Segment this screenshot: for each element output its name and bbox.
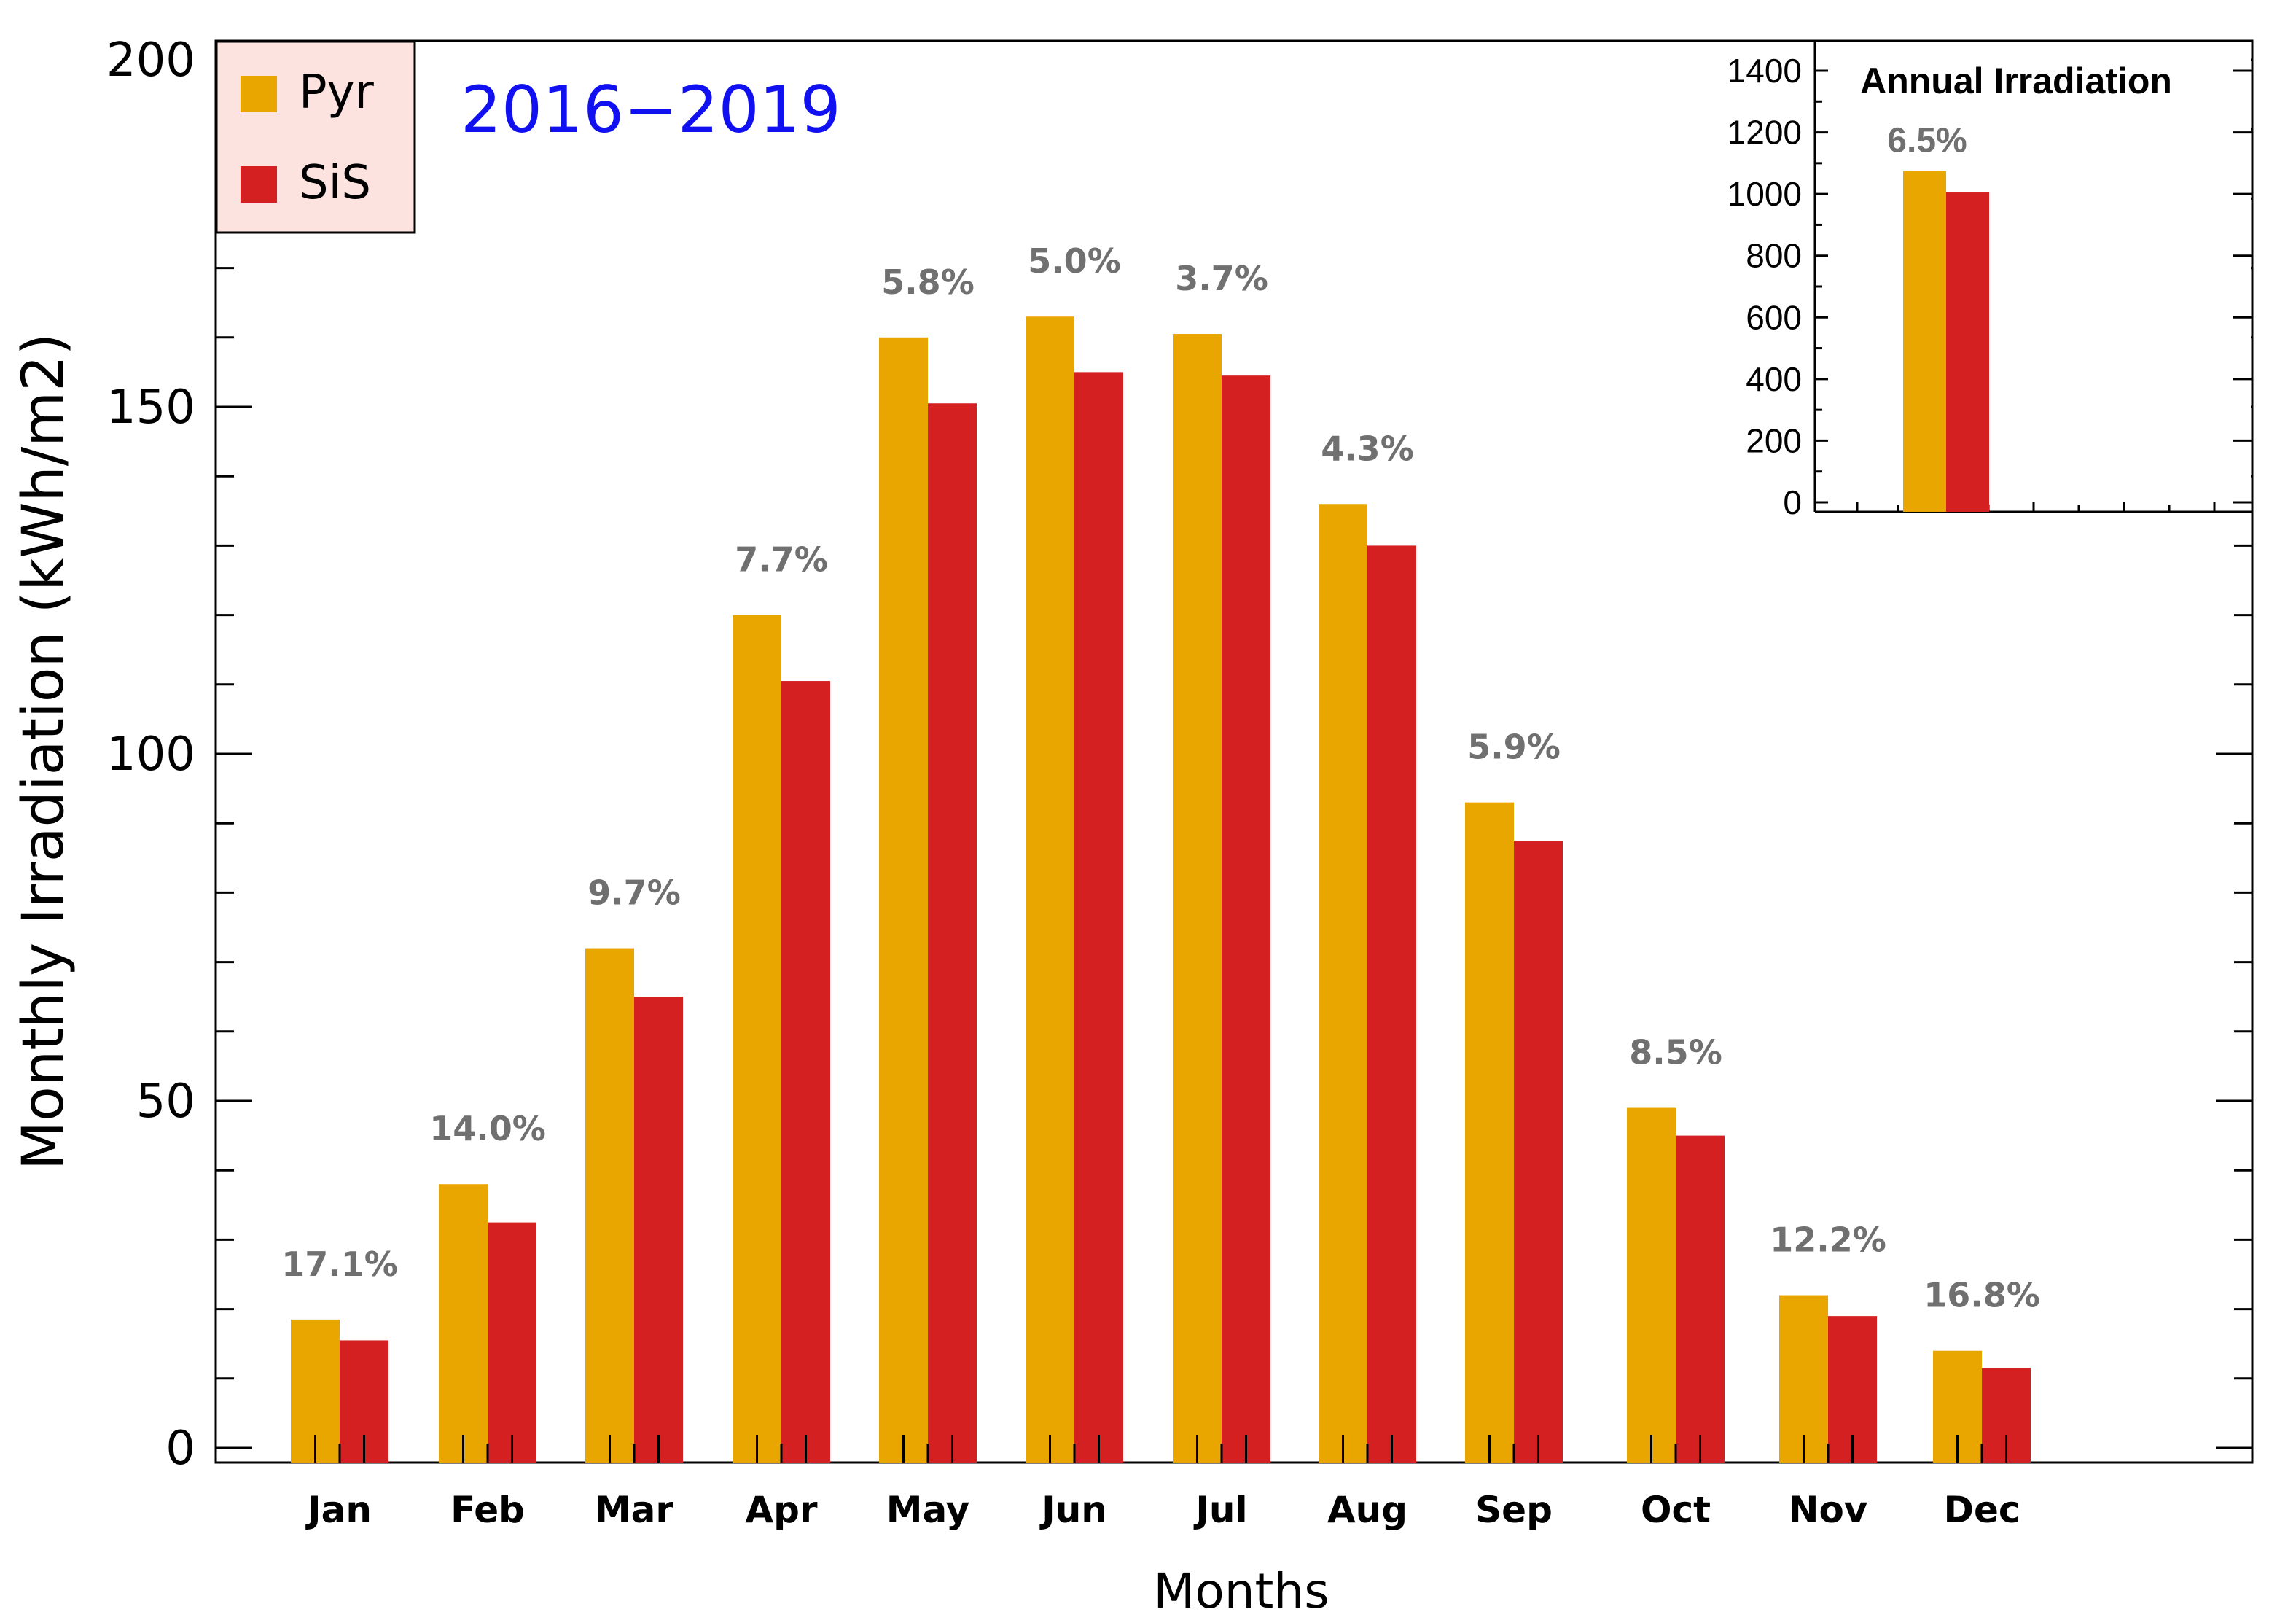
bar-sis-oct — [1676, 1135, 1725, 1463]
inset-y-tick-label: 0 — [1783, 483, 1802, 521]
month-label: Apr — [745, 1489, 817, 1531]
bar-pyr-jun — [1026, 316, 1074, 1463]
bar-pyr-nov — [1779, 1295, 1828, 1463]
month-tick-labels: Jan Feb Mar Apr May Jun Jul Aug Sep Oct Nov Dec — [305, 1489, 2020, 1531]
inset-y-tick-label: 800 — [1746, 237, 1802, 275]
bar-sis-aug — [1367, 545, 1416, 1463]
inset-y-tick-label: 1000 — [1727, 175, 1802, 213]
bar-sis-feb — [488, 1222, 536, 1463]
legend-swatch-sis — [241, 166, 277, 203]
inset-y-tick-label: 1400 — [1727, 52, 1802, 90]
bar-sis-apr — [781, 681, 830, 1463]
inset-y-tick-labels: 0 200 400 600 800 1000 1200 1400 — [1727, 52, 1802, 521]
month-label: Sep — [1475, 1489, 1553, 1531]
percent-label: 14.0% — [429, 1109, 546, 1148]
percent-annotations: 17.1% 14.0% 9.7% 7.7% 5.8% 5.0% 3.7% 4.3% 5.9% 8.… — [281, 241, 2040, 1315]
y-tick-label: 200 — [106, 34, 195, 87]
inset-background — [1815, 42, 2251, 511]
y-tick-label: 0 — [165, 1422, 195, 1476]
month-label: Aug — [1327, 1489, 1407, 1531]
inset-bar-pyr — [1903, 171, 1946, 512]
x-axis-title: Months — [1153, 1563, 1329, 1619]
inset-percent-annotation: 6.5% — [1887, 121, 1967, 160]
percent-label: 5.9% — [1467, 728, 1561, 767]
inset-bar-sis — [1946, 192, 1989, 512]
percent-label: 8.5% — [1629, 1033, 1722, 1072]
percent-label: 12.2% — [1770, 1220, 1886, 1260]
percent-label: 17.1% — [281, 1245, 398, 1284]
bar-sis-jun — [1074, 372, 1123, 1463]
month-label: Feb — [450, 1489, 525, 1531]
percent-label: 16.8% — [1924, 1276, 2040, 1315]
month-label: Dec — [1943, 1489, 2020, 1531]
inset-y-tick-label: 200 — [1746, 421, 1802, 459]
inset-axis-ticks — [1815, 69, 2252, 512]
month-label: Jun — [1039, 1489, 1107, 1531]
month-label: Oct — [1641, 1489, 1711, 1531]
legend-label-pyr: Pyr — [299, 66, 374, 120]
inset-bars — [1903, 171, 1989, 512]
percent-label: 9.7% — [587, 873, 681, 913]
inset-y-tick-label: 600 — [1746, 298, 1802, 336]
percent-label: 3.7% — [1175, 259, 1268, 298]
period-label: 2016−2019 — [461, 72, 841, 147]
month-label: May — [886, 1489, 970, 1531]
y-tick-label: 50 — [136, 1075, 195, 1129]
bar-pyr-oct — [1627, 1107, 1676, 1463]
month-label: Jul — [1193, 1489, 1247, 1531]
legend-swatch-pyr — [241, 76, 277, 112]
y-tick-label: 100 — [106, 728, 195, 782]
bar-sis-may — [928, 403, 977, 1463]
legend: Pyr SiS — [215, 40, 416, 234]
y-tick-label: 150 — [106, 381, 195, 435]
percent-label: 7.7% — [735, 540, 828, 580]
inset-percent-label: 6.5% — [1887, 121, 1967, 160]
inset-y-tick-label: 400 — [1746, 360, 1802, 398]
bar-sis-sep — [1514, 841, 1563, 1463]
percent-label: 5.8% — [881, 262, 975, 302]
bar-sis-mar — [634, 997, 683, 1463]
bar-sis-jul — [1222, 375, 1270, 1463]
percent-label: 5.0% — [1028, 241, 1121, 281]
bar-pyr-feb — [439, 1184, 488, 1463]
bar-pyr-aug — [1319, 504, 1367, 1463]
inset-title: Annual Irradiation — [1860, 61, 2172, 101]
bar-pyr-apr — [733, 615, 781, 1463]
month-label: Jan — [305, 1489, 372, 1531]
bar-pyr-jul — [1173, 334, 1222, 1463]
y-axis-title: Monthly Irradiation (kWh/m2) — [11, 333, 77, 1170]
main-bars — [291, 316, 2031, 1463]
bar-pyr-mar — [585, 948, 634, 1463]
legend-label-sis: SiS — [299, 156, 371, 210]
percent-label: 4.3% — [1321, 429, 1414, 468]
bar-pyr-sep — [1465, 802, 1514, 1463]
annual-inset-chart: 0 200 400 600 800 1000 1200 1400 6.5% Annual Ir… — [1727, 42, 2252, 521]
month-label: Mar — [595, 1489, 673, 1531]
bar-pyr-may — [879, 337, 928, 1463]
month-label: Nov — [1789, 1489, 1868, 1531]
main-y-tick-labels: 0 50 100 150 200 — [106, 34, 195, 1476]
inset-y-tick-label: 1200 — [1727, 114, 1802, 152]
